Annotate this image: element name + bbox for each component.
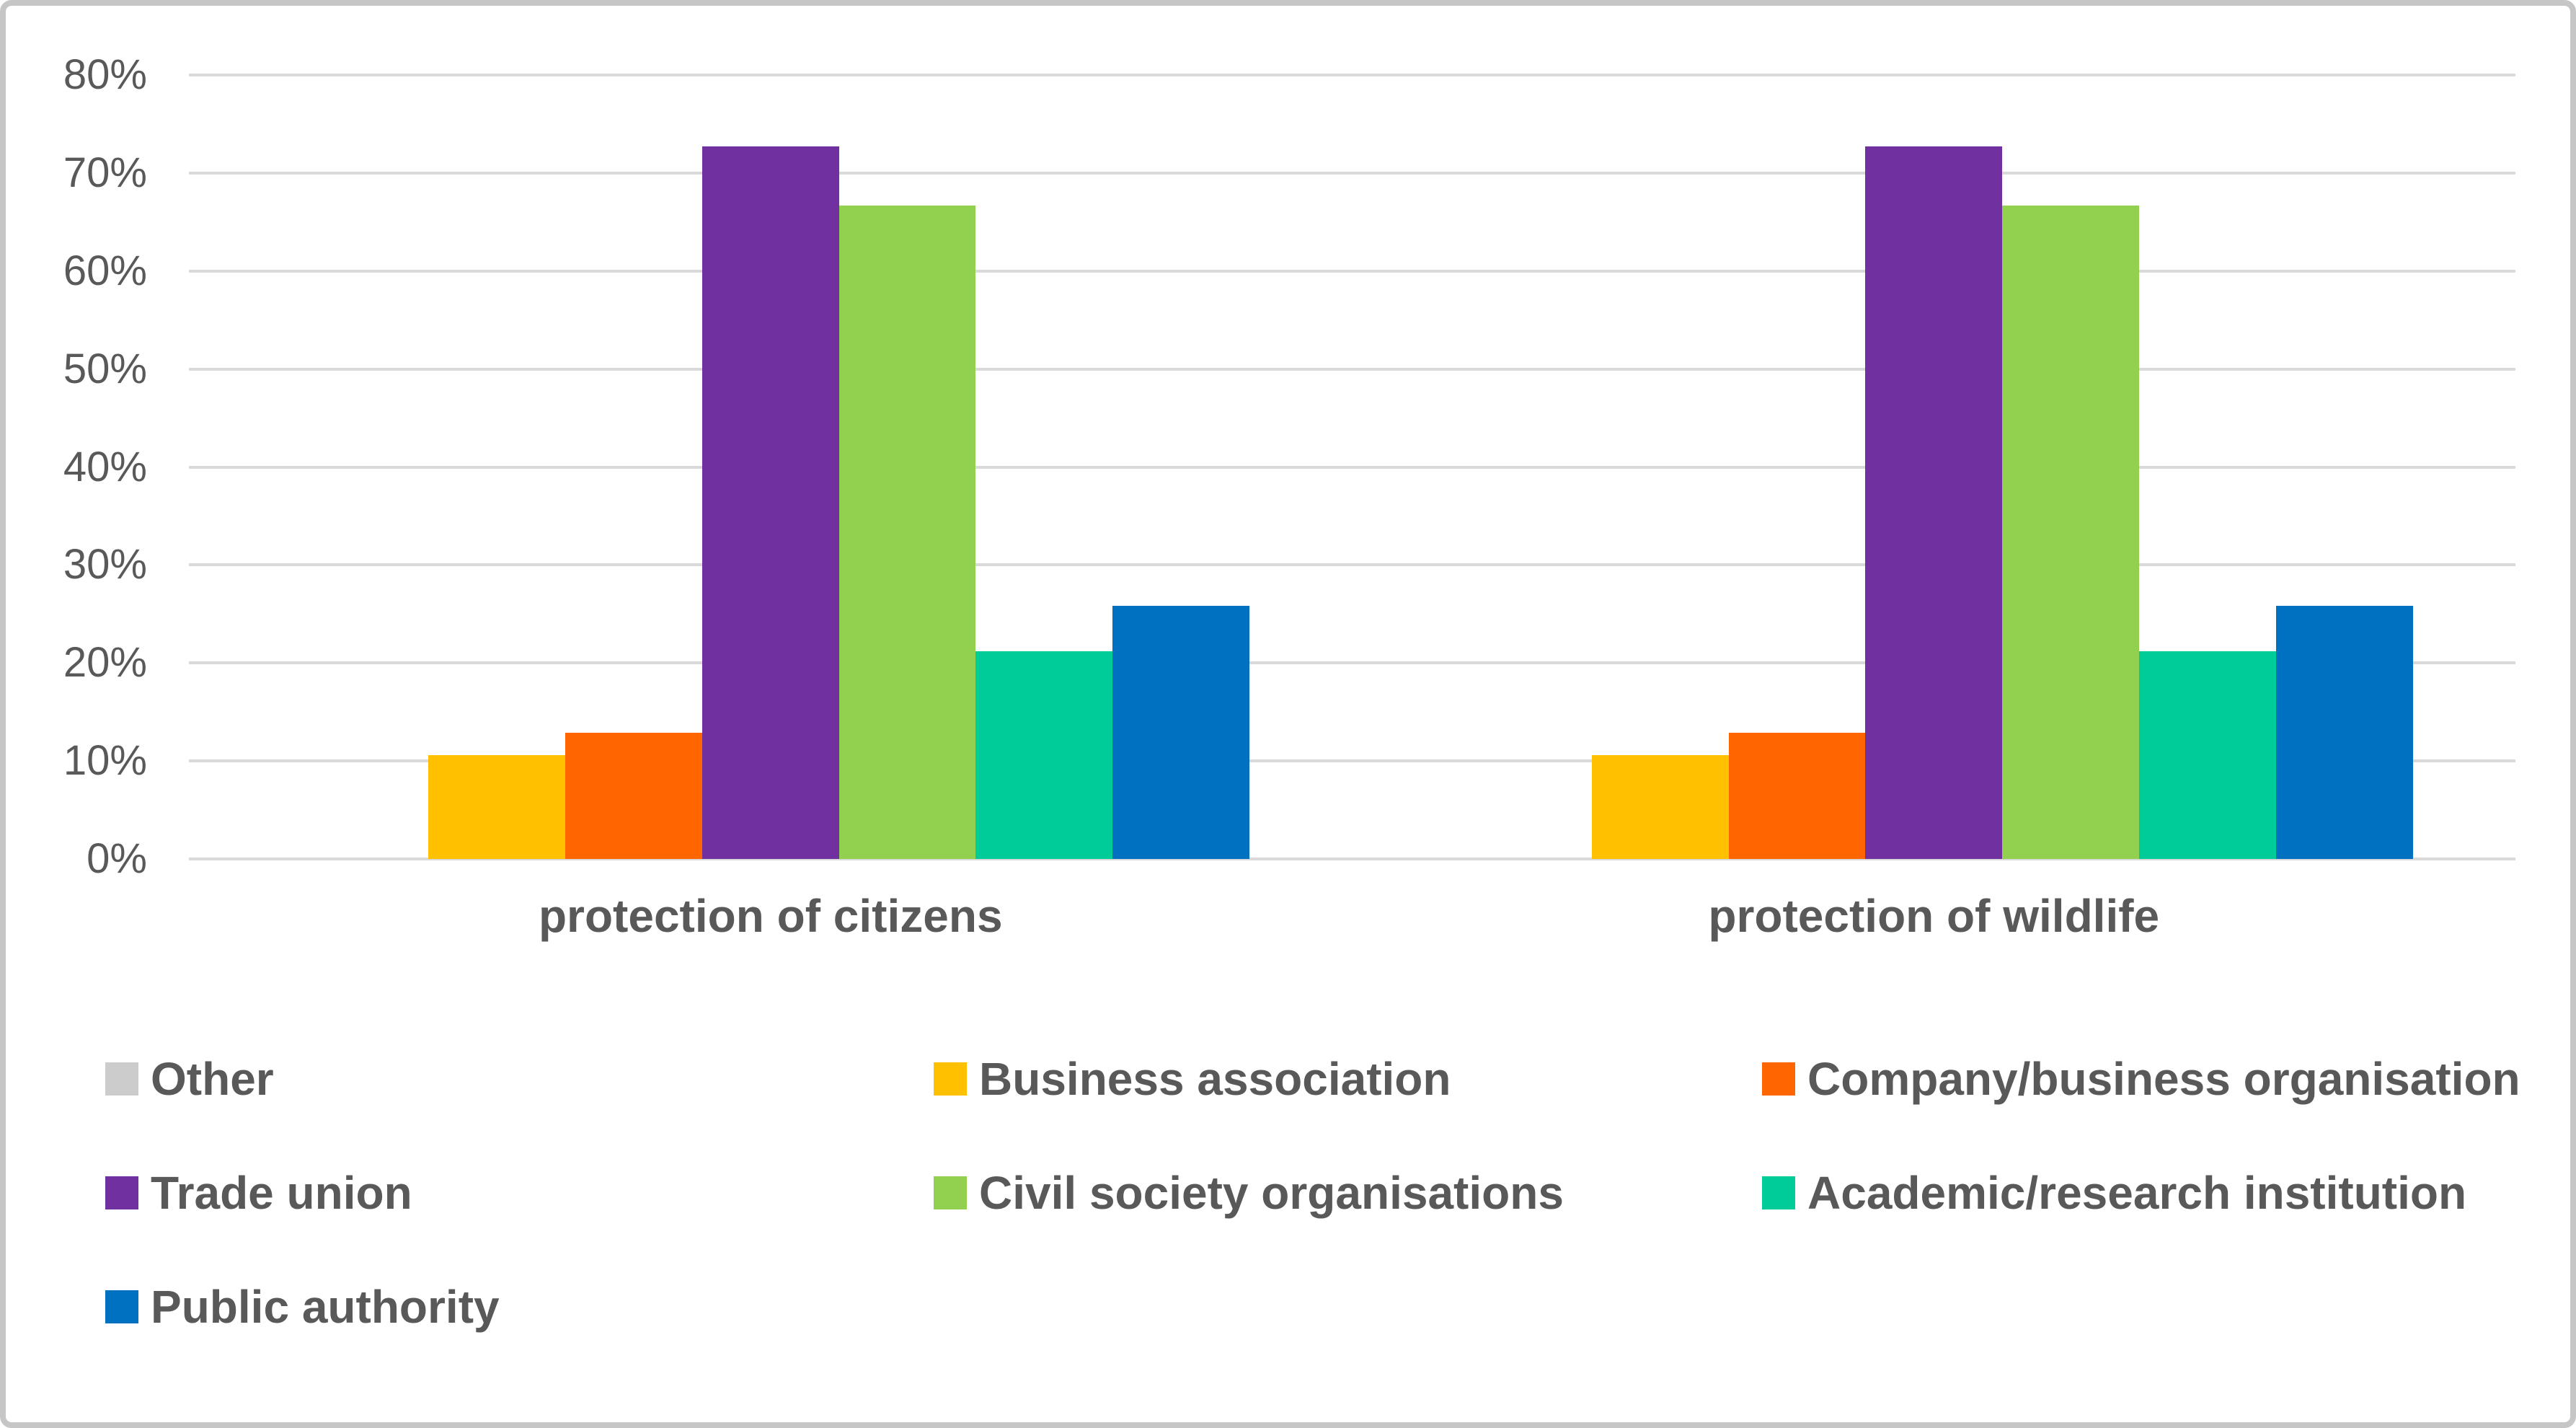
y-tick-label-10: 10% <box>63 737 147 785</box>
y-tick-label-30: 30% <box>63 541 147 589</box>
bar-civil-society-organisations-protection-of-citizens <box>838 205 976 859</box>
legend-item-academic-research-institution: Academic/research institution <box>1762 1170 2570 1216</box>
y-tick-label-20: 20% <box>63 639 147 687</box>
gridline-70 <box>189 171 2515 175</box>
legend: Other Business association Company/busines… <box>105 1053 2570 1333</box>
gridline-30 <box>189 563 2515 567</box>
bar-public-authority-protection-of-wildlife <box>2275 606 2413 859</box>
legend-item-public-authority: Public authority <box>105 1284 934 1330</box>
legend-swatch-trade-union <box>105 1176 138 1209</box>
legend-item-other: Other <box>105 1056 934 1102</box>
plot-area <box>189 74 2515 860</box>
legend-swatch-public-authority <box>105 1290 138 1323</box>
bar-academic-research-institution-protection-of-wildlife <box>2138 651 2276 859</box>
category-label-protection-of-citizens: protection of citizens <box>538 890 1003 942</box>
legend-item-civil-society-organisations: Civil society organisations <box>934 1170 1762 1216</box>
gridline-80 <box>189 74 2515 76</box>
bar-public-authority-protection-of-citizens <box>1112 606 1250 859</box>
gridlines <box>189 74 2515 860</box>
legend-swatch-company-business-organisation <box>1762 1062 1795 1096</box>
legend-label-academic-research-institution: Academic/research institution <box>1807 1167 2467 1219</box>
bar-trade-union-protection-of-wildlife <box>1865 146 2003 859</box>
legend-label-trade-union: Trade union <box>151 1167 412 1219</box>
legend-item-business-association: Business association <box>934 1056 1762 1102</box>
legend-swatch-academic-research-institution <box>1762 1176 1795 1209</box>
bar-trade-union-protection-of-citizens <box>701 146 839 859</box>
y-tick-label-70: 70% <box>63 149 147 196</box>
bar-groups <box>189 75 2515 859</box>
category-label-protection-of-wildlife: protection of wildlife <box>1708 890 2160 942</box>
y-axis: 0% 10% 20% 30% 40% 50% 60% 70% 80% <box>6 54 147 880</box>
bar-civil-society-organisations-protection-of-wildlife <box>2002 205 2139 859</box>
legend-label-public-authority: Public authority <box>151 1281 500 1333</box>
legend-label-business-association: Business association <box>979 1053 1451 1105</box>
y-tick-label-50: 50% <box>63 345 147 392</box>
bar-business-association-protection-of-citizens <box>428 754 566 859</box>
category-axis: protection of citizens protection of wil… <box>189 890 2515 943</box>
legend-swatch-business-association <box>934 1062 967 1096</box>
legend-label-company-business-organisation: Company/business organisation <box>1807 1053 2520 1105</box>
legend-item-trade-union: Trade union <box>105 1170 934 1216</box>
y-tick-label-80: 80% <box>63 51 147 98</box>
bar-company-business-organisation-protection-of-wildlife <box>1728 732 1866 859</box>
legend-label-other: Other <box>151 1053 274 1105</box>
bar-group-protection-of-wildlife <box>1353 75 2516 859</box>
y-tick-label-0: 0% <box>87 835 147 882</box>
legend-item-company-business-organisation: Company/business organisation <box>1762 1056 2570 1102</box>
gridline-20 <box>189 661 2515 665</box>
bar-business-association-protection-of-wildlife <box>1591 754 1729 859</box>
bar-group-protection-of-citizens <box>189 75 1353 859</box>
bar-academic-research-institution-protection-of-citizens <box>975 651 1113 859</box>
gridline-40 <box>189 465 2515 469</box>
y-tick-label-60: 60% <box>63 247 147 294</box>
legend-swatch-other <box>105 1062 138 1096</box>
legend-swatch-civil-society-organisations <box>934 1176 967 1209</box>
legend-label-civil-society-organisations: Civil society organisations <box>979 1167 1564 1219</box>
gridline-10 <box>189 759 2515 763</box>
gridline-50 <box>189 367 2515 371</box>
bar-company-business-organisation-protection-of-citizens <box>565 732 702 859</box>
gridline-0 <box>189 858 2515 860</box>
y-tick-label-40: 40% <box>63 443 147 490</box>
gridline-60 <box>189 269 2515 273</box>
